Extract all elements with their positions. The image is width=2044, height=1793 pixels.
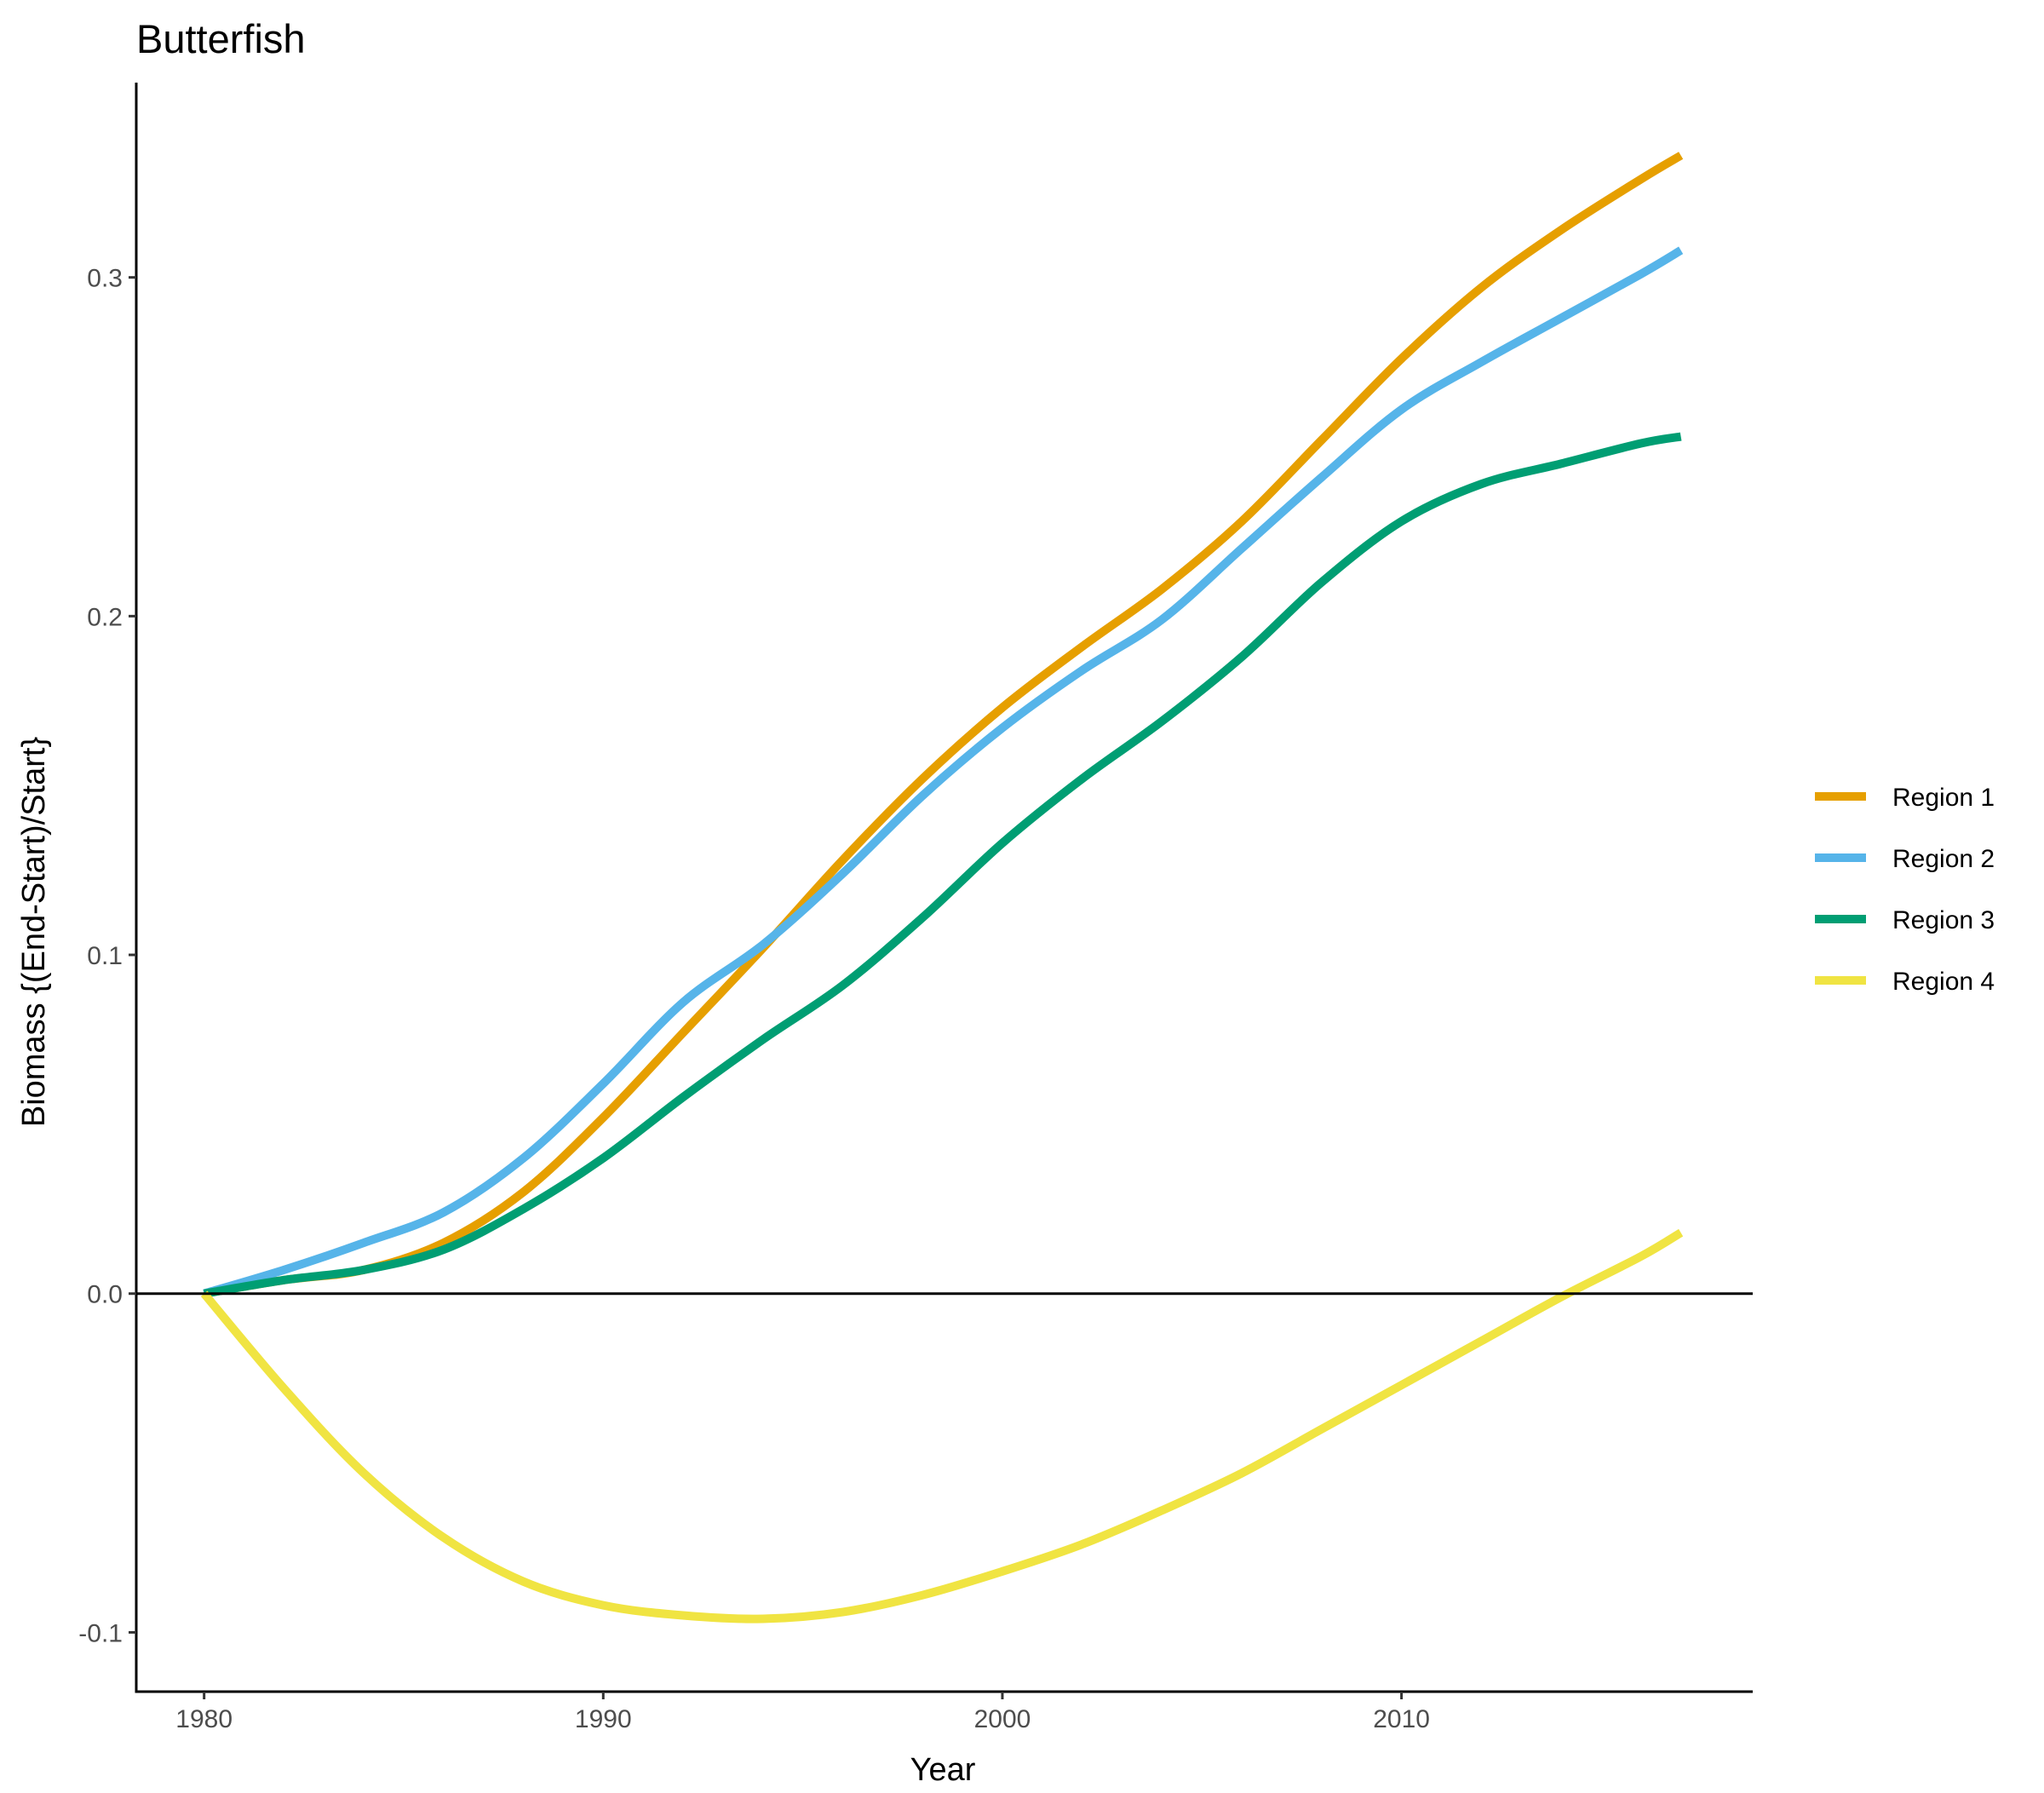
y-tick-label: 0.0 [87, 1281, 123, 1309]
y-axis-title: Biomass {(End-Start)/Start} [16, 737, 52, 1127]
series-line-region-2 [203, 246, 1684, 1298]
legend: Region 1 Region 2 Region 3 Region 4 [1815, 784, 1995, 996]
legend-label-region-1: Region 1 [1892, 784, 1995, 812]
y-tick-label: -0.1 [78, 1619, 123, 1647]
x-tick-label: 1980 [175, 1705, 233, 1733]
series-line-region-3 [203, 432, 1682, 1298]
legend-label-region-4: Region 4 [1892, 968, 1995, 996]
x-axis-title: Year [910, 1752, 976, 1788]
y-tick-label: 0.2 [87, 603, 123, 631]
x-tick-label: 2000 [974, 1705, 1031, 1733]
y-tick-label: 0.3 [87, 265, 123, 293]
series-line-region-1 [203, 152, 1684, 1298]
y-tick-label: 0.1 [87, 942, 123, 970]
legend-label-region-3: Region 3 [1892, 906, 1995, 934]
chart-title: Butterfish [136, 16, 306, 61]
x-tick-label: 1990 [575, 1705, 632, 1733]
x-tick-label: 2010 [1373, 1705, 1430, 1733]
legend-label-region-2: Region 2 [1892, 845, 1995, 873]
series-line-region-4 [200, 1228, 1684, 1623]
axes: -0.1 0.0 0.1 0.2 0.3 1980 1990 2000 2010 [78, 83, 1753, 1733]
plot-lines [200, 152, 1684, 1623]
